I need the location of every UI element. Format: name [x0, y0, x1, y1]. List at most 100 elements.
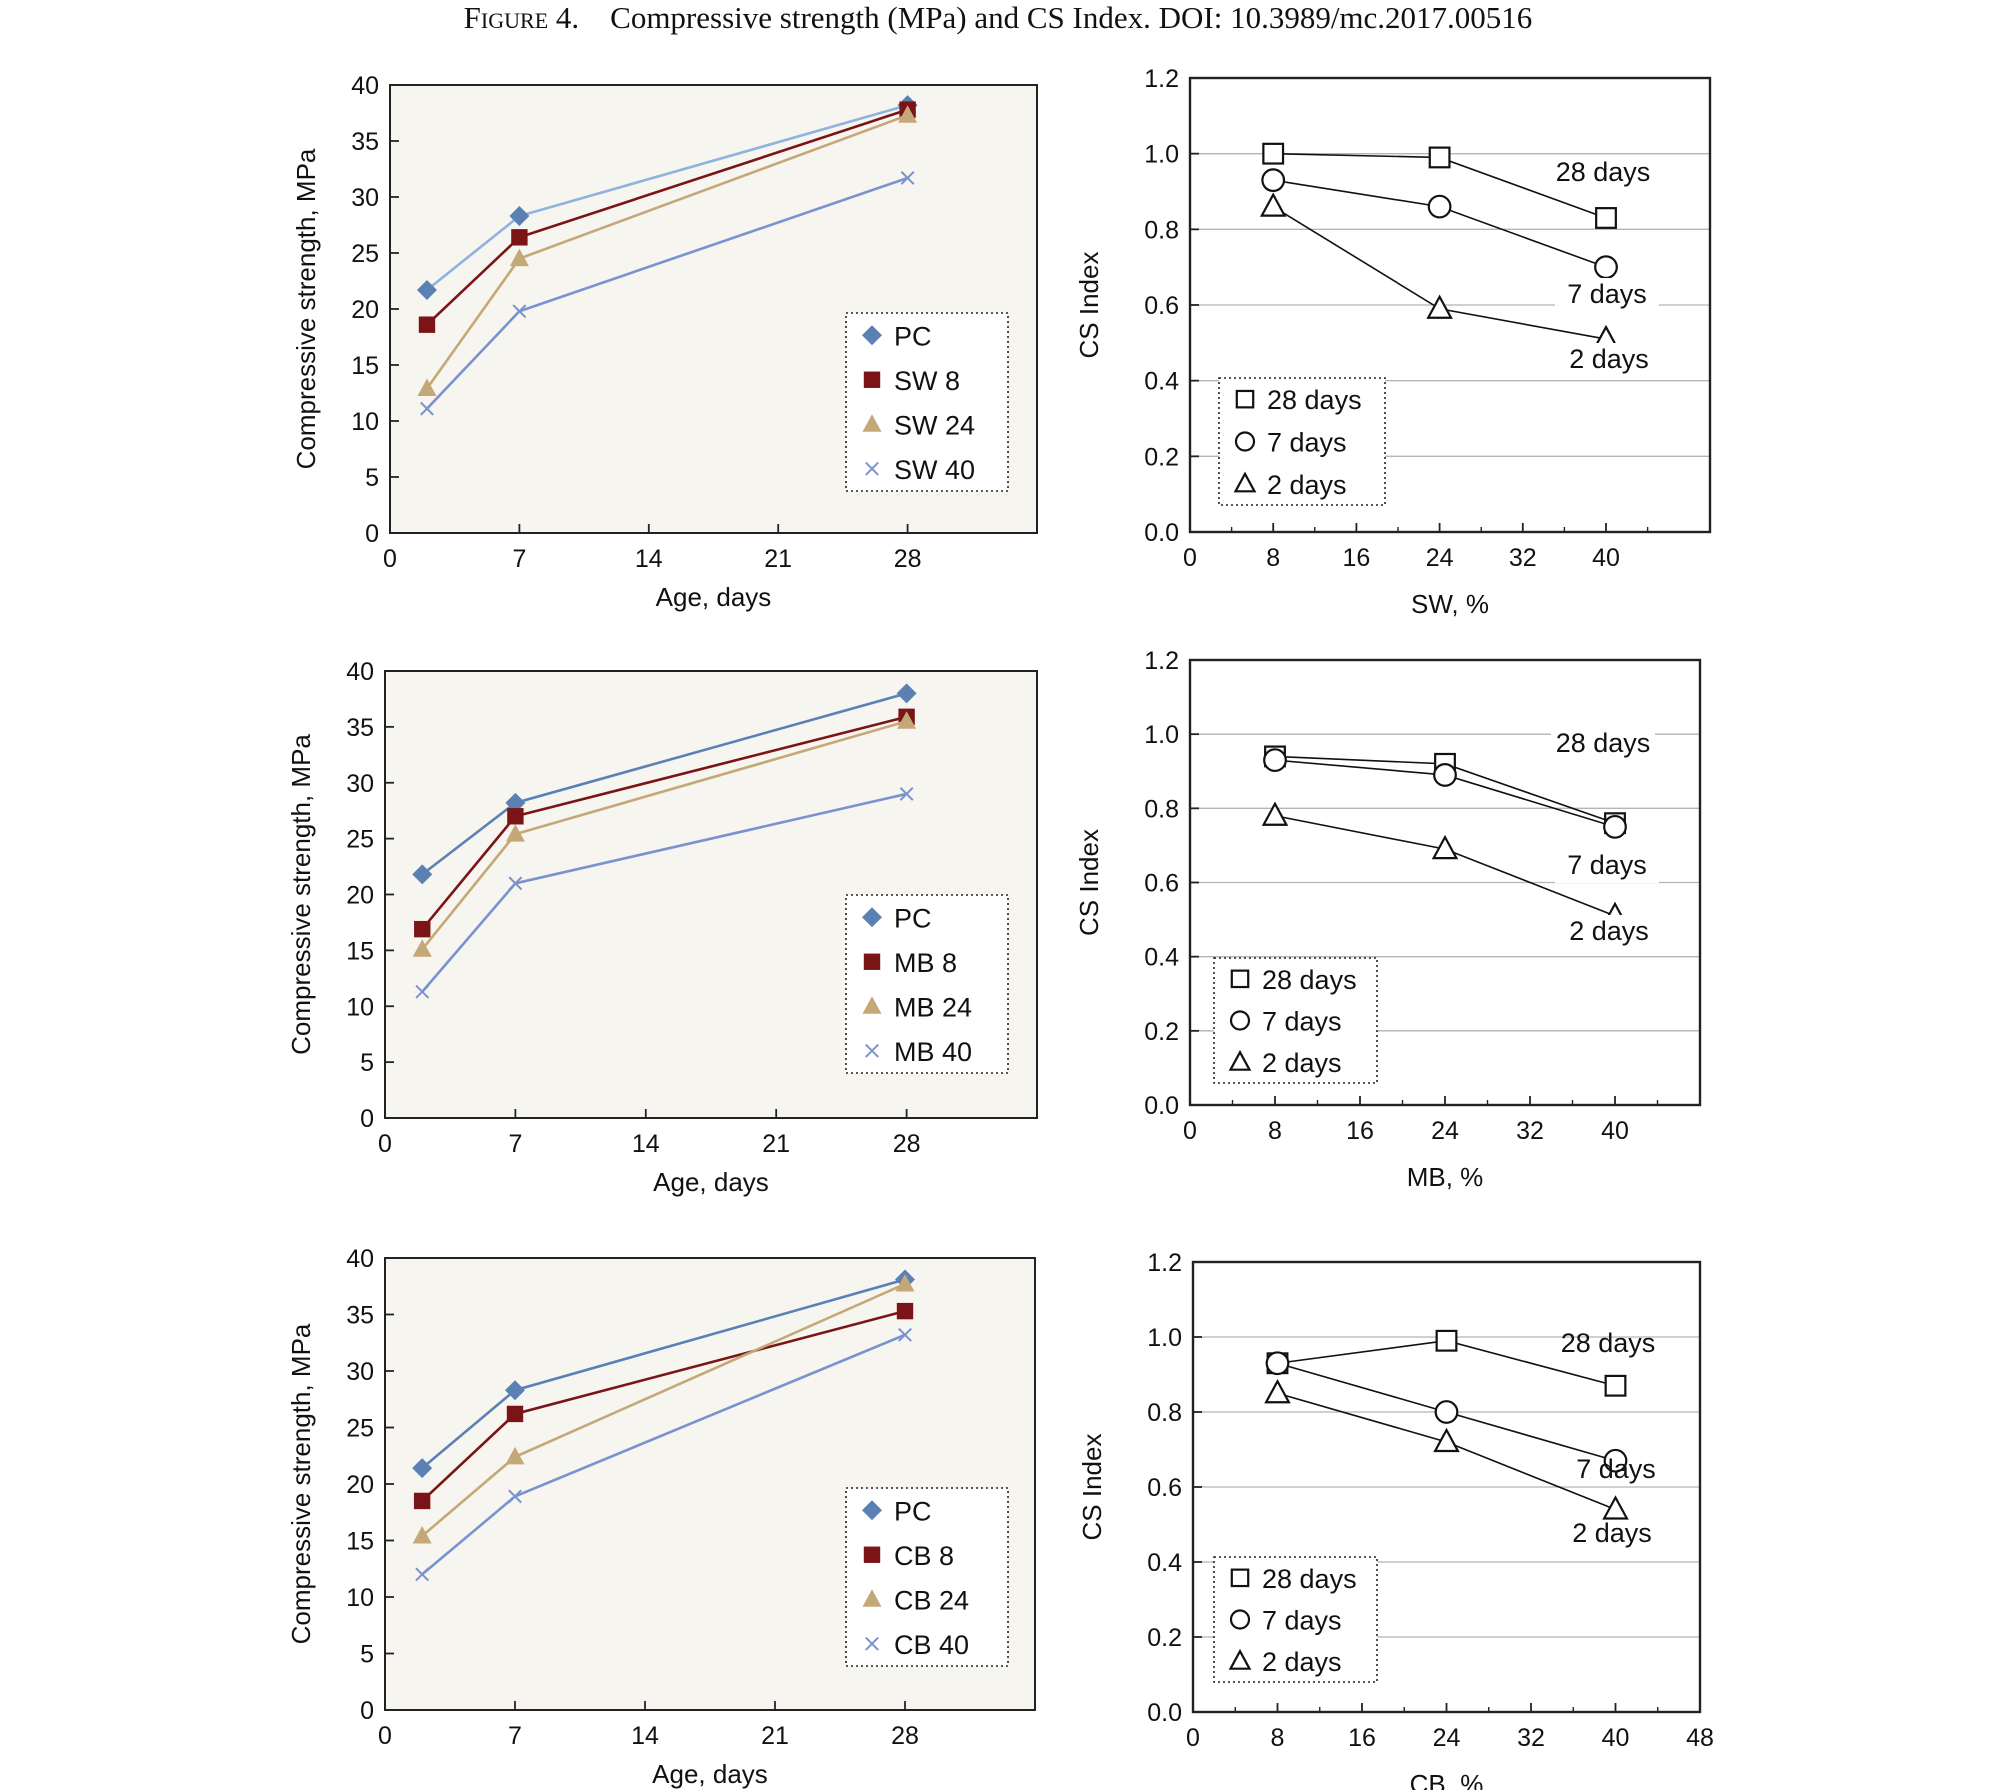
- series-annotation: 2 days: [1569, 344, 1649, 374]
- y-tick-label: 40: [351, 72, 379, 100]
- series-annotation: 28 days: [1561, 1328, 1656, 1358]
- y-tick-label: 1.2: [1144, 65, 1179, 93]
- series-7-days: [1265, 1351, 1628, 1473]
- data-point: [1265, 1351, 1290, 1376]
- y-tick-label: 0.6: [1144, 292, 1179, 320]
- series-annotation: 28 days: [1556, 728, 1651, 758]
- x-tick-label: 0: [378, 1130, 392, 1158]
- data-point: [1263, 748, 1287, 773]
- data-point: [1595, 207, 1617, 229]
- legend-marker: [862, 907, 882, 928]
- x-tick-label: 7: [508, 1130, 522, 1158]
- y-tick-label: 35: [346, 1302, 374, 1330]
- y-tick-label: 15: [346, 937, 374, 965]
- x-tick-label: 16: [1348, 1724, 1376, 1752]
- legend-label: 2 days: [1267, 470, 1347, 500]
- data-point: [897, 711, 917, 729]
- legend-label: CB 8: [894, 1541, 954, 1571]
- legend-marker: [1234, 431, 1256, 452]
- data-point: [1603, 814, 1627, 839]
- data-point: [1259, 192, 1287, 217]
- data-point: [1604, 1374, 1627, 1397]
- x-tick-label: 32: [1509, 544, 1537, 572]
- data-point: [506, 1405, 524, 1423]
- y-tick-label: 0: [365, 520, 379, 548]
- x-tick-label: 16: [1342, 544, 1370, 572]
- x-tick-label: 16: [1346, 1117, 1374, 1145]
- series-7-days: [1261, 168, 1618, 280]
- legend-label: SW 40: [894, 455, 975, 485]
- series-28-days: [1262, 142, 1617, 229]
- data-point: [415, 984, 430, 999]
- y-tick-label: 20: [351, 296, 379, 324]
- annotation-bg: [1555, 849, 1659, 883]
- y-tick-label: 0: [360, 1105, 374, 1133]
- x-tick-label: 7: [512, 545, 526, 573]
- x-tick-label: 24: [1426, 544, 1454, 572]
- series-annotation: 28 days: [1556, 157, 1651, 187]
- legend-label: SW 8: [894, 366, 960, 396]
- x-tick-label: 14: [631, 1722, 659, 1750]
- legend-label: 28 days: [1267, 385, 1362, 415]
- data-point: [412, 1525, 432, 1544]
- x-tick-label: 21: [764, 545, 792, 573]
- legend-marker: [1230, 969, 1250, 989]
- y-tick-label: 25: [346, 1415, 374, 1443]
- legend-label: 2 days: [1262, 1647, 1342, 1677]
- data-point: [511, 229, 528, 246]
- legend-marker: [863, 1546, 881, 1563]
- series-2-days: [1264, 1378, 1629, 1520]
- data-point: [416, 279, 437, 300]
- y-tick-label: 0.0: [1144, 519, 1179, 547]
- panel-strength-sw: 0 5 10 15 20 25 30 35 40 0 7 14 21 28 Age, days Compres…: [291, 72, 1038, 612]
- y-tick-label: 20: [346, 1471, 374, 1499]
- x-tick-label: 14: [632, 1130, 660, 1158]
- y-axis-title: CS Index: [1077, 1434, 1107, 1541]
- data-point: [898, 1327, 912, 1342]
- data-point: [896, 1302, 914, 1320]
- y-tick-label: 1.0: [1147, 1324, 1182, 1352]
- legend-label: MB 40: [894, 1037, 972, 1067]
- legend: 28 days 7 days 2 days: [1218, 377, 1386, 506]
- data-point: [508, 1489, 522, 1504]
- data-point: [507, 808, 524, 825]
- x-tick-label: 32: [1516, 1117, 1544, 1145]
- legend-label: 7 days: [1267, 428, 1347, 458]
- series-sw-40: [420, 171, 915, 416]
- y-axis-title: CS Index: [1074, 252, 1104, 359]
- legend-label: 28 days: [1262, 965, 1357, 995]
- data-point: [898, 105, 918, 123]
- legend-marker: [1228, 1648, 1252, 1670]
- legend-label: 7 days: [1262, 1606, 1342, 1636]
- legend: 28 days 7 days 2 days: [1213, 957, 1378, 1084]
- y-tick-label: 10: [351, 408, 379, 436]
- y-tick-label: 15: [351, 352, 379, 380]
- panel-csindex-sw: 0.0 0.2 0.4 0.6 0.8 1.0 1.2 0 8 16 24 32 40 SW, % CS I…: [1074, 65, 1712, 619]
- x-tick-label: 40: [1602, 1724, 1630, 1752]
- legend-label: PC: [894, 1496, 932, 1526]
- x-tick-label: 21: [762, 1130, 790, 1158]
- y-axis-title: Compressive strength, MPa: [286, 1323, 316, 1644]
- annotation-bg: [1555, 278, 1659, 312]
- legend-marker: [1235, 389, 1255, 409]
- y-tick-label: 0.4: [1144, 368, 1179, 396]
- data-point: [1428, 146, 1451, 169]
- legend-label: MB 24: [894, 992, 972, 1022]
- y-tick-label: 1.2: [1147, 1249, 1182, 1277]
- data-point: [1262, 142, 1285, 165]
- data-point: [1264, 1378, 1291, 1404]
- data-point: [895, 1273, 915, 1292]
- figure-caption: Figure 4. Compressive strength (MPa) and…: [0, 0, 1996, 36]
- legend-label: CB 40: [894, 1630, 969, 1660]
- series-2-days: [1259, 192, 1620, 350]
- legend-marker: [863, 371, 881, 388]
- y-tick-label: 0.2: [1147, 1624, 1182, 1652]
- series-7-days: [1263, 748, 1627, 839]
- panel-strength-mb: 0 5 10 15 20 25 30 35 40 0 7 14 21 28 Age, days Compres…: [286, 658, 1038, 1197]
- legend-marker: [865, 1043, 879, 1058]
- series-cb-8: [413, 1302, 914, 1510]
- x-tick-label: 8: [1268, 1117, 1282, 1145]
- x-tick-label: 0: [1183, 1117, 1197, 1145]
- legend-marker: [862, 996, 882, 1014]
